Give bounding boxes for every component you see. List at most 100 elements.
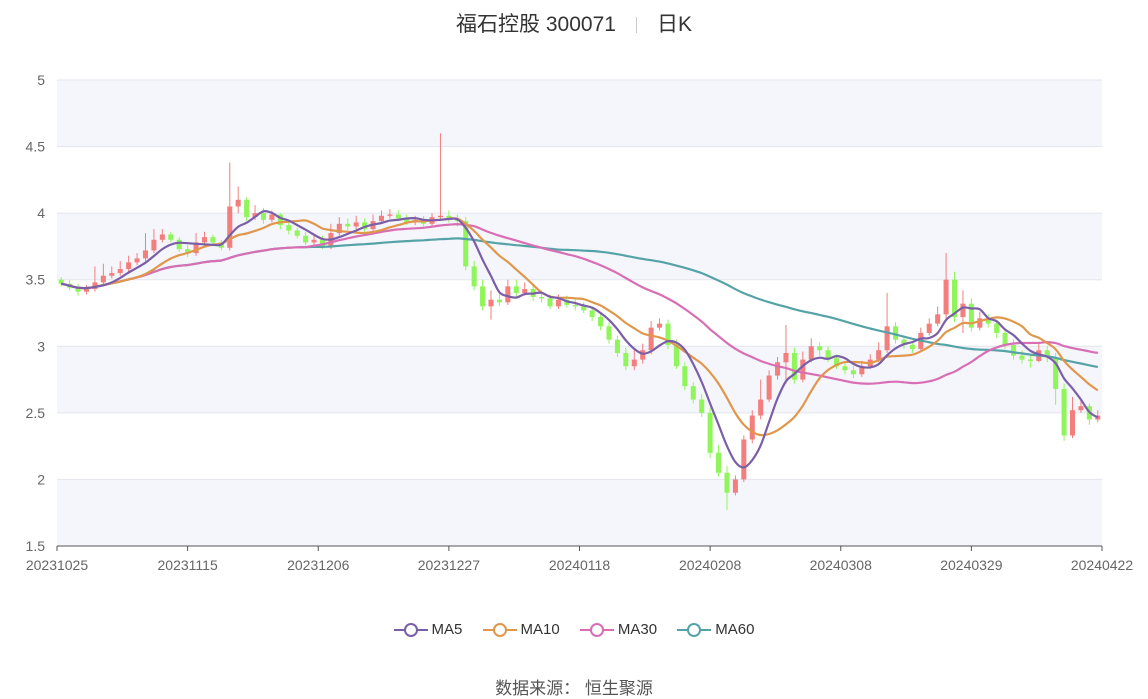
x-tick-label: 20231227 [418,557,481,573]
candle-body [513,286,519,294]
chart-title: 福石控股 300071 日K [0,8,1148,38]
candle-body [985,318,991,324]
candle-body [235,199,241,207]
candle-body [758,399,764,416]
candle-body [572,305,578,307]
candle-body [716,452,722,473]
candle-body [834,358,840,367]
candle-body [319,239,325,247]
y-tick-label: 1.5 [26,538,46,554]
candle-body [926,323,932,333]
candle-body [303,235,309,243]
candle-body [505,286,511,303]
candle-body [311,239,317,243]
x-tick-label: 20231025 [26,557,89,573]
x-tick-label: 20240308 [810,557,873,573]
candle-body [159,234,165,240]
candle-body [345,223,351,227]
legend-label-ma60: MA60 [715,620,755,638]
candle-body [1078,406,1084,411]
legend-item-ma60[interactable]: MA60 [677,621,754,638]
candle-body [547,298,553,307]
candle-body [614,339,620,353]
candle-body [775,362,781,376]
candle-body [808,346,814,360]
ma30-line [60,222,1098,385]
legend-item-ma30[interactable]: MA30 [579,620,658,638]
legend-item-ma5[interactable]: MA5 [393,620,463,638]
candle-body [252,213,258,218]
candle-body [876,350,882,360]
legend-item-ma10[interactable]: MA10 [482,620,560,638]
candle-body [126,262,132,270]
candle-body [1053,356,1059,389]
candle-body [977,318,983,328]
x-tick-label: 20240208 [679,557,742,573]
candle-body [83,289,90,292]
candle-body [682,366,688,387]
candle-body [1095,415,1101,420]
candle-body [286,225,292,231]
candle-body [800,359,806,380]
candle-body [825,350,831,359]
candle-body [598,316,604,327]
legend-label-ma10: MA10 [520,620,560,638]
candle-body [539,297,545,299]
candle-body [690,386,696,400]
candle-body [606,326,612,340]
candle-body [117,269,123,274]
grid-band [57,80,1102,147]
candle-body [176,239,182,250]
x-tick-label: 20231206 [287,557,350,573]
candle-body [1027,359,1033,361]
candle-body [387,214,393,216]
candle-body [463,221,469,267]
y-tick-label: 2 [37,471,45,487]
candle-body [817,346,823,351]
candle-body [277,214,283,226]
candle-body [581,306,587,311]
candle-body [859,366,865,375]
candle-body [480,286,486,307]
candle-body [100,275,106,283]
candle-body [741,439,747,480]
candle-body [201,237,208,243]
candle-body [665,323,671,345]
candle-body [404,218,410,223]
data-source: 数据来源： 恒生聚源 [495,679,653,698]
candle-body [227,206,233,248]
x-axis: 20231025 20231115 20231206 20231227 20240118… [26,545,1133,573]
candle-body [766,375,772,400]
candle-body [555,299,561,307]
candle-body [850,370,856,375]
candle-body [134,258,140,263]
candle-body [657,323,663,328]
candle-body [244,199,250,218]
candle-body [471,266,477,287]
y-tick-label: 3.5 [26,272,46,288]
candle-body [842,366,848,371]
candle-body [707,412,713,453]
candle-body [522,289,528,294]
candle-body [109,273,115,276]
candle-body [1069,410,1076,436]
candle-body [951,279,958,317]
candle-body [783,352,789,363]
ma5-legend-icon [393,622,428,637]
candle-body [943,279,949,315]
candle-body [935,314,941,324]
y-tick-label: 5 [37,72,45,88]
ma10-line [60,217,1099,437]
candle-body [791,352,797,380]
candle-body [968,303,974,328]
candle-body [732,479,738,493]
stock-name: 福石控股 300071 [456,13,616,36]
period-label: 日K [656,13,692,36]
candle-body [1019,355,1025,360]
candle-body [623,352,629,367]
legend-label-ma30: MA30 [617,620,658,638]
candle-body [893,326,899,340]
legend-label-ma5: MA5 [431,620,463,638]
title-separator [635,17,637,34]
candle-body [1002,332,1008,345]
